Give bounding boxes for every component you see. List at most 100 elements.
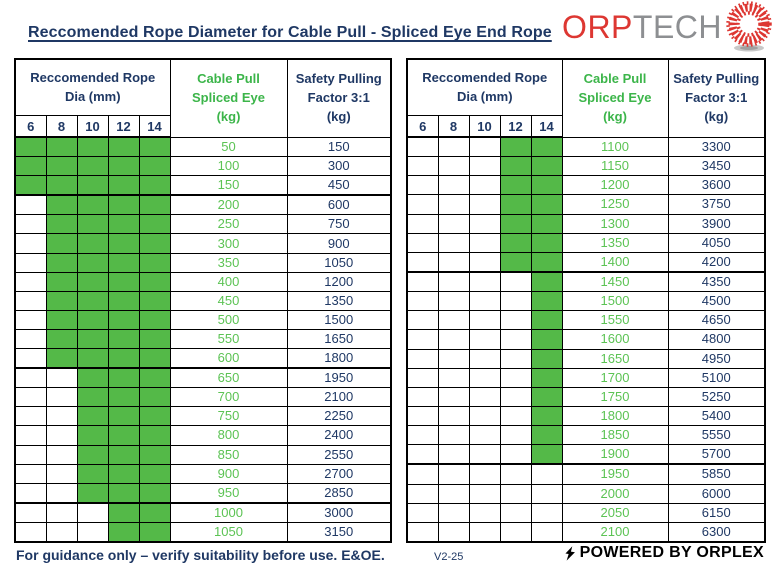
dia-cell-blank (499, 483, 532, 504)
version-label: V2-25 (434, 551, 464, 563)
cable-pull-value: 1250 (561, 194, 669, 215)
dia-cell-suitable (76, 406, 109, 427)
cable-pull-value: 1200 (561, 175, 669, 196)
cable-pull-value: 600 (169, 348, 288, 370)
safety-factor-value: 1950 (286, 367, 392, 389)
dia-cell-suitable (14, 175, 47, 197)
cable-pull-value: 850 (169, 444, 288, 465)
dia-cell-blank (437, 156, 470, 177)
safety-factor-value: 600 (286, 194, 392, 216)
cable-pull-value: 800 (169, 425, 288, 446)
table-row: 550 1650 (14, 328, 392, 350)
safety-factor-value: 1350 (286, 290, 392, 311)
dia-cell-blank (530, 463, 563, 485)
safety-factor-value: 1650 (286, 328, 392, 350)
dia-cell-suitable (107, 136, 140, 158)
table-row: 1450 4350 (406, 271, 766, 293)
dia-col-label: 14 (138, 115, 171, 138)
dia-cell-suitable (530, 425, 563, 446)
cable-pull-value: 1750 (561, 386, 669, 407)
dia-cell-blank (499, 425, 532, 446)
dia-cell-blank (468, 521, 501, 543)
guidance-note: For guidance only – verify suitability b… (16, 547, 385, 563)
dia-cell-suitable (45, 214, 78, 235)
table-row: 150 450 (14, 175, 392, 197)
dia-cell-suitable (530, 175, 563, 196)
dia-cell-suitable (45, 175, 78, 197)
dia-cell-blank (437, 291, 470, 312)
dia-cell-blank (437, 463, 470, 485)
table-row: 1350 4050 (406, 232, 766, 253)
cable-pull-value: 550 (169, 328, 288, 350)
dia-cell-blank (14, 233, 47, 254)
dia-cell-blank (406, 271, 439, 293)
dia-cell-suitable (45, 328, 78, 350)
table-row: 1500 4500 (406, 291, 766, 312)
dia-cell-suitable (138, 521, 171, 543)
dia-cell-suitable (107, 328, 140, 350)
dia-cell-blank (45, 425, 78, 446)
dia-cell-suitable (76, 367, 109, 389)
dia-cell-blank (406, 444, 439, 466)
dia-cell-suitable (107, 252, 140, 273)
dia-cell-blank (406, 251, 439, 273)
dia-cell-blank (45, 444, 78, 465)
dia-cell-blank (437, 175, 470, 196)
safety-factor-value: 3150 (286, 521, 392, 543)
dia-cell-suitable (107, 425, 140, 446)
powered-by-label: POWERED BY ORPLEX (579, 544, 764, 561)
page-title: Reccomended Rope Diameter for Cable Pull… (28, 24, 552, 41)
dia-cell-suitable (107, 444, 140, 465)
table-row: 750 2250 (14, 406, 392, 427)
safety-factor-value: 5250 (667, 386, 766, 407)
safety-factor-value: 1200 (286, 271, 392, 292)
dia-cell-suitable (530, 329, 563, 350)
safety-factor-value: 3900 (667, 213, 766, 234)
dia-cell-blank (437, 483, 470, 504)
cable-pull-value: 1000 (169, 502, 288, 523)
cable-pull-value: 500 (169, 309, 288, 330)
safety-factor-value: 900 (286, 233, 392, 254)
cable-pull-value: 2000 (561, 483, 669, 504)
dia-cell-blank (468, 291, 501, 312)
dia-cell-suitable (138, 175, 171, 197)
dia-cell-blank (468, 444, 501, 466)
table-row: 300 900 (14, 233, 392, 254)
dia-cell-blank (437, 232, 470, 253)
dia-cell-suitable (107, 463, 140, 484)
dia-cell-blank (468, 251, 501, 273)
lightning-bolt-icon (565, 545, 575, 561)
cable-pull-value: 1900 (561, 444, 669, 466)
safety-factor-value: 3600 (667, 175, 766, 196)
dia-cell-suitable (107, 482, 140, 504)
cable-pull-value: 2100 (561, 521, 669, 543)
dia-cell-blank (499, 367, 532, 388)
dia-cell-blank (406, 483, 439, 504)
cable-pull-value: 100 (169, 156, 288, 177)
table-row: 500 1500 (14, 309, 392, 330)
dia-cell-suitable (76, 175, 109, 197)
cable-pull-value: 350 (169, 252, 288, 273)
dia-cell-blank (437, 213, 470, 234)
dia-cell-blank (468, 425, 501, 446)
dia-cell-blank (437, 367, 470, 388)
dia-cell-suitable (530, 405, 563, 427)
dia-cell-suitable (530, 271, 563, 293)
safety-factor-value: 150 (286, 136, 392, 158)
dia-cell-suitable (499, 136, 532, 158)
dia-cell-blank (499, 310, 532, 331)
dia-cell-suitable (76, 290, 109, 311)
dia-cell-blank (437, 194, 470, 215)
dia-cell-suitable (76, 194, 109, 216)
dia-cell-blank (468, 156, 501, 177)
cable-pull-value: 950 (169, 482, 288, 504)
dia-cell-suitable (530, 386, 563, 407)
dia-cell-suitable (45, 252, 78, 273)
tables-container: Reccomended Rope Dia (mm) Cable Pull Spl… (14, 58, 766, 543)
dia-cell-suitable (138, 348, 171, 370)
table-row: 1550 4650 (406, 310, 766, 331)
safety-factor-value: 4350 (667, 271, 766, 293)
dia-cell-blank (468, 463, 501, 485)
cable-pull-header: Cable Pull Spliced Eye (kg) (169, 58, 288, 138)
dia-col-label: 6 (14, 115, 47, 138)
